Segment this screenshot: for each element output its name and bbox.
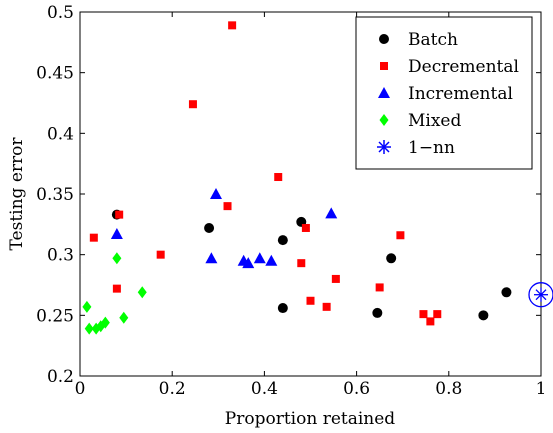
legend-label: Incremental — [408, 84, 513, 104]
data-point-decremental — [322, 302, 331, 311]
series-mixed — [82, 252, 147, 335]
x-tick-label: 0.8 — [435, 379, 462, 399]
asterisk-ring — [528, 282, 553, 308]
data-point-batch — [277, 235, 288, 246]
legend-marker-incremental — [378, 87, 390, 98]
data-point-decremental — [156, 250, 165, 259]
data-point-decremental — [188, 100, 197, 109]
axis-ticks — [79, 11, 542, 377]
data-point-incremental — [209, 188, 222, 199]
data-point-batch — [478, 310, 489, 321]
data-point-mixed — [137, 286, 147, 299]
data-point-incremental — [253, 252, 266, 264]
data-point-incremental — [205, 252, 218, 264]
data-point-incremental — [242, 257, 255, 269]
axis-tick-labels: 0 0.2 0.4 0.6 0.8 10.20.250.30.350.40.450.5 — [36, 3, 546, 399]
legend-label: 1−nn — [408, 138, 455, 158]
legend-marker-1-nn — [377, 140, 391, 154]
data-point-batch — [204, 222, 215, 233]
y-tick-label: 0.2 — [47, 367, 74, 387]
y-axis-label: Testing error — [7, 137, 27, 251]
legend: Batch Decremental Incremental Mixed 1−nn — [355, 16, 533, 170]
x-tick-label: 0 — [75, 379, 86, 399]
y-tick-label: 0.35 — [36, 185, 74, 205]
data-point-incremental — [110, 228, 123, 240]
y-tick-label: 0.3 — [47, 246, 74, 266]
legend-marker-mixed — [379, 114, 389, 126]
data-point-batch — [386, 253, 397, 264]
data-point-incremental — [325, 207, 338, 219]
x-axis-label: Proportion retained — [225, 409, 395, 429]
series-1-nn — [528, 282, 553, 308]
x-tick-label: 0.2 — [159, 379, 186, 399]
y-tick-label: 0.4 — [47, 124, 74, 144]
data-point-1-nn — [528, 282, 553, 308]
x-tick-label: 0.4 — [251, 379, 278, 399]
data-point-decremental — [89, 233, 98, 242]
asterisk-stroke — [535, 289, 547, 301]
data-point-mixed — [112, 252, 122, 265]
series-incremental — [110, 188, 338, 269]
legend-marker-decremental — [380, 62, 388, 70]
x-tick-label: 0.6 — [343, 379, 370, 399]
data-point-mixed — [100, 316, 110, 329]
data-point-mixed — [82, 300, 92, 313]
data-points — [82, 21, 553, 335]
data-point-decremental — [419, 310, 428, 319]
data-point-decremental — [396, 231, 405, 240]
data-point-mixed — [119, 311, 129, 324]
legend-label: Decremental — [408, 57, 519, 77]
legend-marker-batch — [379, 34, 389, 44]
y-tick-label: 0.25 — [36, 306, 74, 326]
data-point-decremental — [433, 310, 442, 319]
data-point-decremental — [306, 296, 315, 305]
data-point-decremental — [331, 274, 340, 283]
legend-label: Mixed — [408, 111, 461, 131]
data-point-decremental — [426, 317, 435, 326]
data-point-decremental — [375, 283, 384, 292]
data-point-batch — [372, 307, 383, 318]
x-tick-label: 1 — [536, 379, 547, 399]
data-point-batch — [277, 303, 288, 314]
y-tick-label: 0.45 — [36, 64, 74, 84]
y-tick-label: 0.5 — [47, 3, 74, 23]
data-point-decremental — [115, 210, 124, 219]
data-point-incremental — [265, 254, 278, 266]
series-decremental — [89, 21, 442, 326]
data-point-decremental — [223, 202, 232, 211]
data-point-decremental — [112, 284, 121, 293]
data-point-batch — [501, 287, 512, 298]
data-point-decremental — [297, 259, 306, 268]
asterisk-stroke — [378, 141, 390, 153]
data-point-decremental — [274, 173, 283, 182]
data-point-decremental — [228, 21, 237, 30]
data-point-mixed — [84, 322, 94, 335]
legend-label: Batch — [408, 30, 458, 50]
data-point-decremental — [301, 223, 310, 232]
